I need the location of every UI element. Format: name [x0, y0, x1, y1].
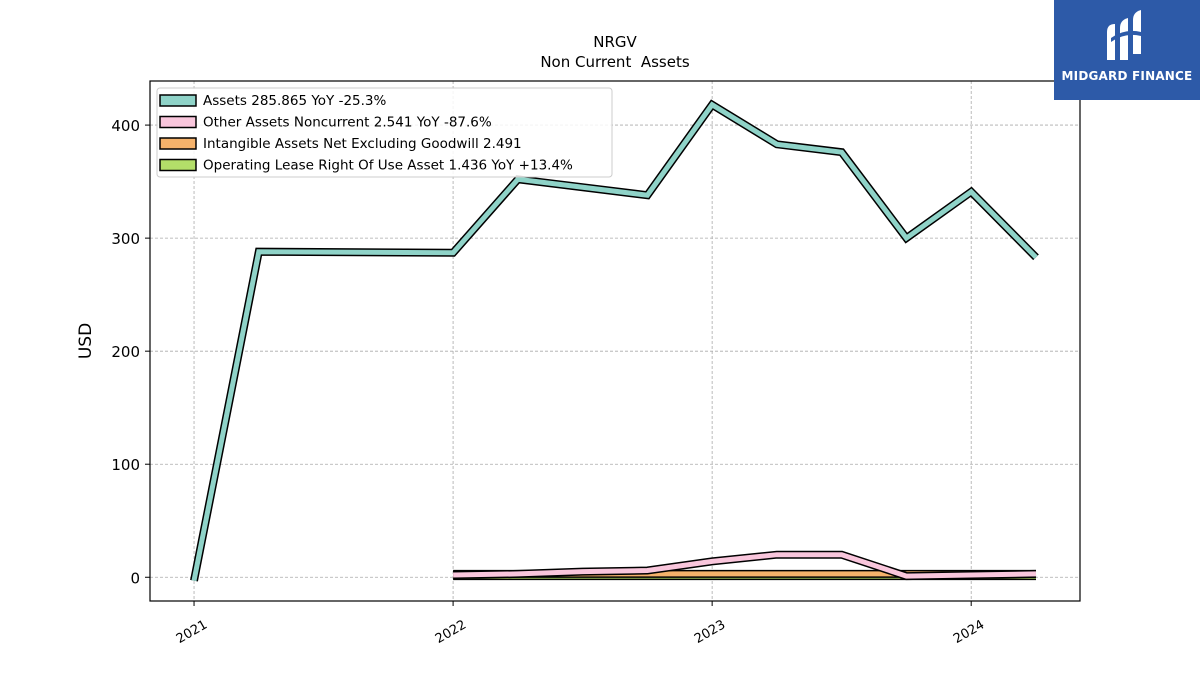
legend-swatch — [159, 115, 197, 129]
y-tick-label: 400 — [111, 117, 140, 135]
y-tick-label: 300 — [111, 230, 140, 248]
logo: MIDGARD FINANCE — [1054, 0, 1200, 100]
legend-label: Other Assets Noncurrent 2.541 YoY -87.6% — [203, 115, 492, 131]
legend-swatch — [159, 158, 197, 172]
legend-swatch — [159, 137, 197, 150]
x-axis: 2021 2022 2023 2024 — [174, 601, 987, 647]
y-axis: 0 100 200 300 400 — [111, 117, 150, 587]
legend-label: Intangible Assets Net Excluding Goodwill… — [203, 136, 522, 152]
legend-label: Operating Lease Right Of Use Asset 1.436… — [203, 158, 573, 174]
series-line — [191, 101, 1038, 582]
y-tick-label: 100 — [111, 456, 140, 474]
chart-subtitle: Non Current Assets — [540, 53, 690, 71]
x-tick-label: 2023 — [692, 617, 728, 647]
y-axis-label: USD — [76, 323, 96, 359]
logo-mark-icon — [1107, 10, 1141, 60]
chart-title: NRGV — [593, 33, 637, 51]
y-tick-label: 0 — [130, 569, 140, 587]
series-other-assets-noncurrent — [453, 550, 1037, 581]
plot-area — [190, 99, 1039, 582]
legend-swatch — [159, 94, 197, 107]
legend-box — [156, 87, 613, 178]
y-tick-label: 200 — [111, 343, 140, 361]
logo-text: MIDGARD FINANCE — [1061, 69, 1193, 83]
x-tick-label: 2024 — [951, 617, 987, 647]
legend-label: Assets 285.865 YoY -25.3% — [203, 93, 387, 109]
series-line — [453, 552, 1037, 579]
x-tick-label: 2022 — [433, 617, 469, 647]
plot-frame — [149, 80, 1081, 602]
legend: Assets 285.865 YoY -25.3% Other Assets No… — [156, 87, 613, 178]
x-tick-label: 2021 — [174, 617, 210, 647]
series-assets — [190, 99, 1039, 582]
